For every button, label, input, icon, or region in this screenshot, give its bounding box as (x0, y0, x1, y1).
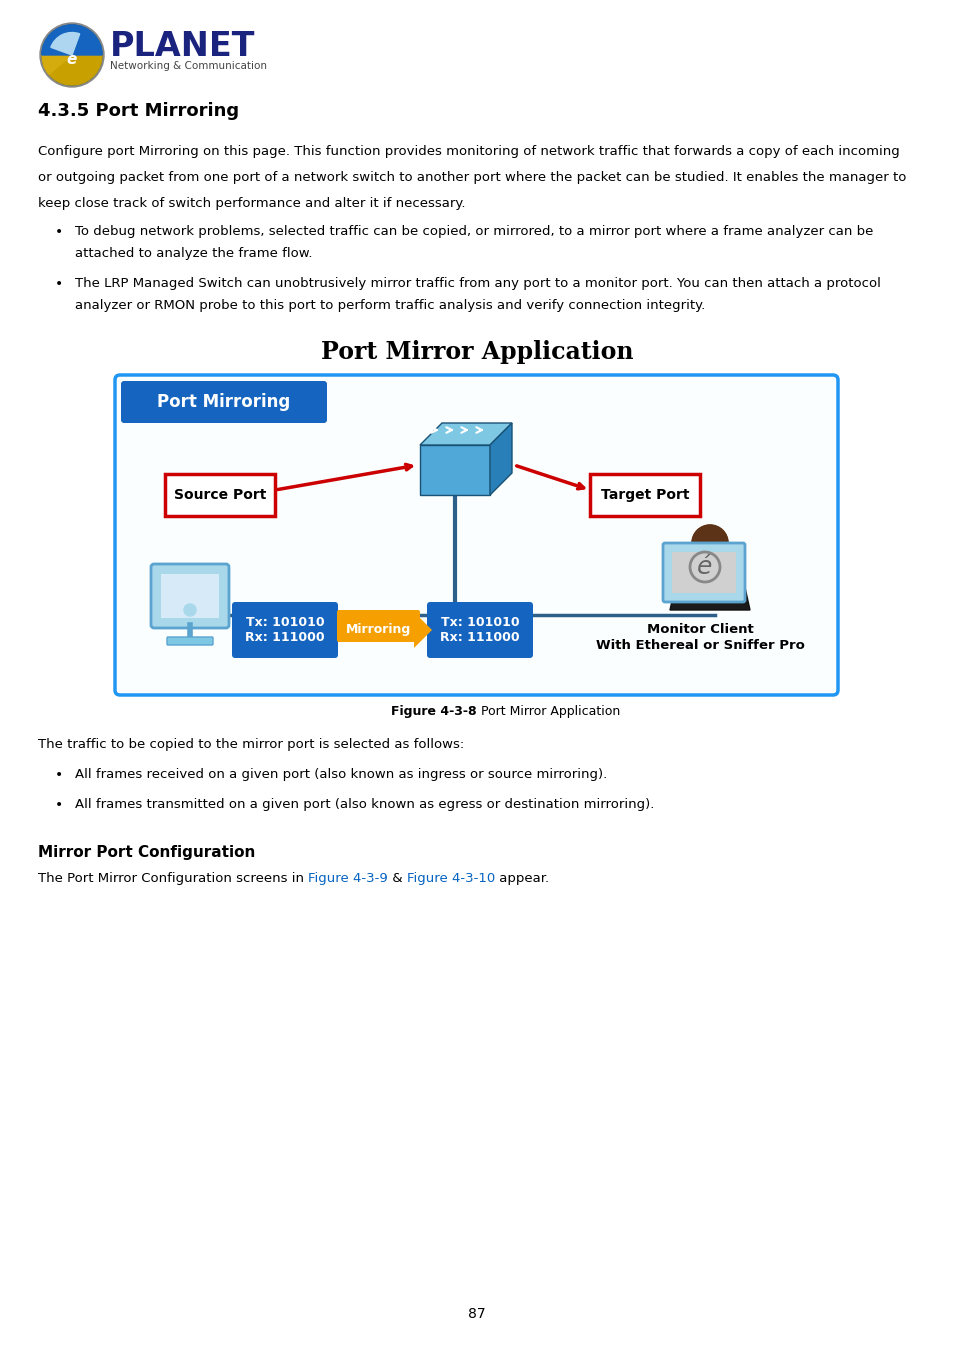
Text: Figure 4-3-10: Figure 4-3-10 (406, 872, 495, 886)
Text: analyzer or RMON probe to this port to perform traffic analysis and verify conne: analyzer or RMON probe to this port to p… (75, 298, 704, 312)
Text: Figure 4-3-9: Figure 4-3-9 (308, 872, 388, 886)
FancyBboxPatch shape (115, 375, 837, 695)
Text: Monitor Client: Monitor Client (646, 622, 753, 636)
Wedge shape (51, 32, 80, 55)
Text: •: • (55, 225, 63, 239)
Text: The Port Mirror Configuration screens in: The Port Mirror Configuration screens in (38, 872, 308, 886)
FancyBboxPatch shape (167, 637, 213, 645)
Text: The traffic to be copied to the mirror port is selected as follows:: The traffic to be copied to the mirror p… (38, 738, 464, 751)
Wedge shape (44, 55, 102, 85)
Polygon shape (414, 612, 432, 648)
FancyBboxPatch shape (336, 610, 419, 643)
FancyBboxPatch shape (589, 474, 700, 516)
Text: PLANET: PLANET (110, 30, 255, 62)
Wedge shape (691, 525, 727, 543)
Text: or outgoing packet from one port of a network switch to another port where the p: or outgoing packet from one port of a ne… (38, 171, 905, 184)
Text: 4.3.5 Port Mirroring: 4.3.5 Port Mirroring (38, 103, 239, 120)
Text: &: & (388, 872, 406, 886)
FancyBboxPatch shape (419, 446, 490, 495)
Text: Port Mirror Application: Port Mirror Application (476, 705, 619, 718)
Text: •: • (55, 768, 63, 782)
FancyBboxPatch shape (427, 602, 533, 657)
Text: Tx: 101010
Rx: 111000: Tx: 101010 Rx: 111000 (245, 616, 324, 644)
Text: appear.: appear. (495, 872, 549, 886)
FancyBboxPatch shape (671, 552, 735, 593)
FancyBboxPatch shape (121, 381, 327, 423)
Text: With Ethereal or Sniffer Pro: With Ethereal or Sniffer Pro (595, 639, 803, 652)
Text: e: e (67, 51, 77, 66)
Polygon shape (671, 566, 704, 595)
Text: é: é (697, 555, 712, 579)
Text: Source Port: Source Port (173, 487, 266, 502)
Text: Networking & Communication: Networking & Communication (110, 61, 267, 72)
Circle shape (42, 26, 102, 85)
Text: 87: 87 (468, 1307, 485, 1322)
Wedge shape (42, 55, 71, 74)
Circle shape (691, 525, 727, 562)
Text: To debug network problems, selected traffic can be copied, or mirrored, to a mir: To debug network problems, selected traf… (75, 225, 872, 238)
Text: keep close track of switch performance and alter it if necessary.: keep close track of switch performance a… (38, 197, 465, 211)
Text: All frames received on a given port (also known as ingress or source mirroring).: All frames received on a given port (als… (75, 768, 607, 782)
FancyBboxPatch shape (165, 474, 274, 516)
FancyBboxPatch shape (151, 564, 229, 628)
Text: •: • (55, 798, 63, 811)
Text: attached to analyze the frame flow.: attached to analyze the frame flow. (75, 247, 313, 261)
Text: Target Port: Target Port (600, 487, 688, 502)
Wedge shape (42, 26, 102, 55)
Circle shape (40, 23, 104, 86)
Text: Port Mirror Application: Port Mirror Application (320, 340, 633, 364)
FancyBboxPatch shape (232, 602, 337, 657)
Text: All frames transmitted on a given port (also known as egress or destination mirr: All frames transmitted on a given port (… (75, 798, 654, 811)
Text: Figure 4-3-8: Figure 4-3-8 (391, 705, 476, 718)
Text: Mirror Port Configuration: Mirror Port Configuration (38, 845, 255, 860)
Polygon shape (669, 566, 749, 610)
FancyBboxPatch shape (161, 574, 219, 618)
Text: Configure port Mirroring on this page. This function provides monitoring of netw: Configure port Mirroring on this page. T… (38, 144, 899, 158)
Polygon shape (490, 423, 512, 495)
FancyBboxPatch shape (662, 543, 744, 602)
Text: Tx: 101010
Rx: 111000: Tx: 101010 Rx: 111000 (439, 616, 519, 644)
Text: •: • (55, 277, 63, 292)
Circle shape (184, 603, 195, 616)
Text: Mirroring: Mirroring (346, 622, 411, 636)
Text: Port Mirroring: Port Mirroring (157, 393, 291, 410)
Polygon shape (419, 423, 512, 446)
Text: The LRP Managed Switch can unobtrusively mirror traffic from any port to a monit: The LRP Managed Switch can unobtrusively… (75, 277, 880, 290)
